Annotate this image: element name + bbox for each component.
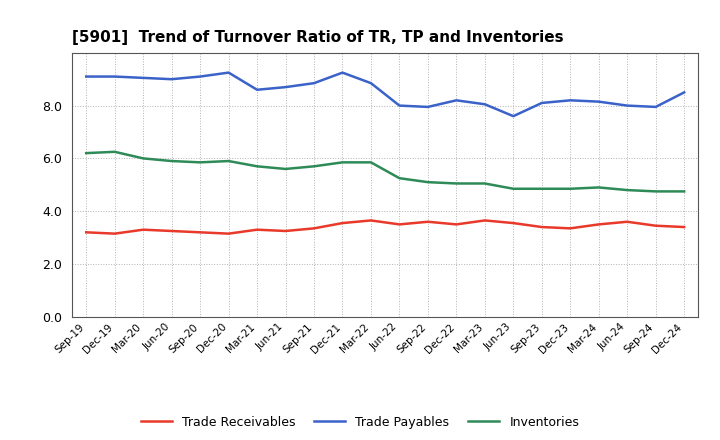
Trade Payables — [395, 103, 404, 108]
Trade Receivables — [82, 230, 91, 235]
Trade Payables — [566, 98, 575, 103]
Trade Payables — [225, 70, 233, 75]
Trade Receivables — [110, 231, 119, 236]
Inventories — [595, 185, 603, 190]
Text: [5901]  Trend of Turnover Ratio of TR, TP and Inventories: [5901] Trend of Turnover Ratio of TR, TP… — [72, 29, 564, 45]
Trade Payables — [196, 74, 204, 79]
Inventories — [82, 150, 91, 156]
Trade Receivables — [537, 224, 546, 230]
Trade Payables — [423, 104, 432, 110]
Trade Receivables — [423, 219, 432, 224]
Inventories — [480, 181, 489, 186]
Trade Receivables — [253, 227, 261, 232]
Trade Receivables — [167, 228, 176, 234]
Inventories — [423, 180, 432, 185]
Trade Receivables — [225, 231, 233, 236]
Inventories — [196, 160, 204, 165]
Trade Payables — [110, 74, 119, 79]
Trade Payables — [509, 114, 518, 119]
Inventories — [566, 186, 575, 191]
Trade Payables — [480, 102, 489, 107]
Trade Payables — [82, 74, 91, 79]
Inventories — [310, 164, 318, 169]
Inventories — [395, 176, 404, 181]
Trade Receivables — [480, 218, 489, 223]
Trade Payables — [366, 81, 375, 86]
Trade Receivables — [282, 228, 290, 234]
Inventories — [282, 166, 290, 172]
Trade Payables — [310, 81, 318, 86]
Trade Receivables — [196, 230, 204, 235]
Inventories — [139, 156, 148, 161]
Trade Payables — [623, 103, 631, 108]
Trade Receivables — [395, 222, 404, 227]
Trade Receivables — [566, 226, 575, 231]
Inventories — [366, 160, 375, 165]
Trade Receivables — [680, 224, 688, 230]
Trade Receivables — [623, 219, 631, 224]
Trade Payables — [282, 84, 290, 90]
Trade Receivables — [366, 218, 375, 223]
Trade Payables — [595, 99, 603, 104]
Inventories — [537, 186, 546, 191]
Inventories — [652, 189, 660, 194]
Inventories — [167, 158, 176, 164]
Inventories — [452, 181, 461, 186]
Trade Payables — [537, 100, 546, 106]
Trade Receivables — [139, 227, 148, 232]
Trade Receivables — [452, 222, 461, 227]
Trade Receivables — [338, 220, 347, 226]
Trade Payables — [452, 98, 461, 103]
Trade Payables — [139, 75, 148, 81]
Trade Receivables — [310, 226, 318, 231]
Inventories — [623, 187, 631, 193]
Trade Payables — [338, 70, 347, 75]
Trade Receivables — [509, 220, 518, 226]
Line: Inventories: Inventories — [86, 152, 684, 191]
Line: Trade Receivables: Trade Receivables — [86, 220, 684, 234]
Inventories — [253, 164, 261, 169]
Trade Payables — [680, 90, 688, 95]
Inventories — [338, 160, 347, 165]
Legend: Trade Receivables, Trade Payables, Inventories: Trade Receivables, Trade Payables, Inven… — [135, 411, 585, 434]
Line: Trade Payables: Trade Payables — [86, 73, 684, 116]
Trade Payables — [253, 87, 261, 92]
Inventories — [680, 189, 688, 194]
Trade Receivables — [595, 222, 603, 227]
Trade Payables — [652, 104, 660, 110]
Trade Payables — [167, 77, 176, 82]
Inventories — [110, 149, 119, 154]
Inventories — [509, 186, 518, 191]
Inventories — [225, 158, 233, 164]
Trade Receivables — [652, 223, 660, 228]
